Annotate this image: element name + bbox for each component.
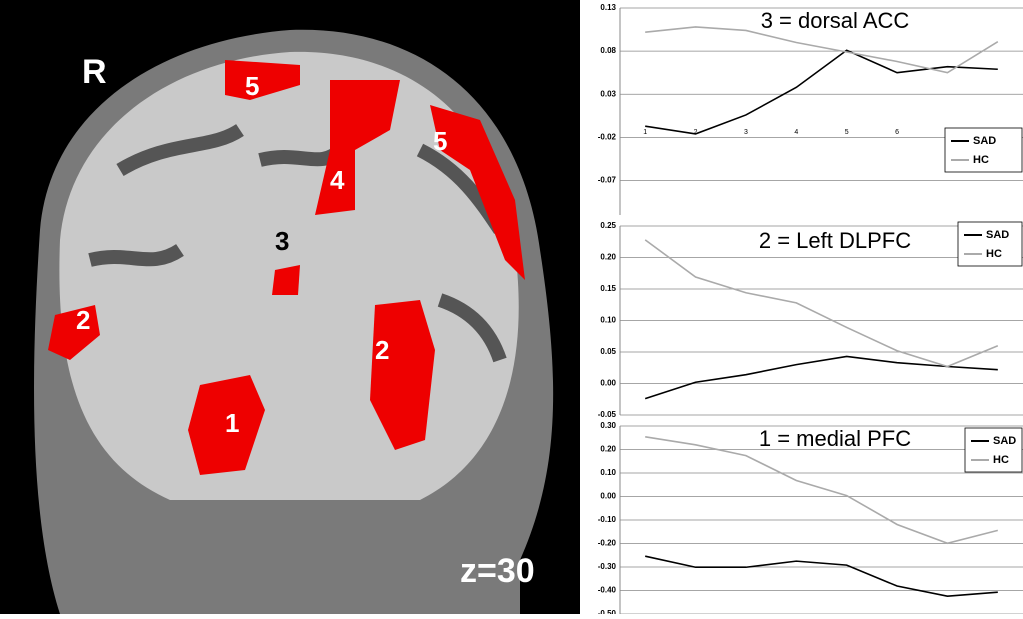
x-tick-label: 2 bbox=[694, 129, 698, 136]
legend-label: SAD bbox=[993, 435, 1016, 447]
y-tick-label: 0.05 bbox=[600, 347, 616, 356]
region-label: 5 bbox=[433, 126, 447, 156]
region-label: 3 bbox=[275, 226, 289, 256]
y-tick-label: -0.50 bbox=[598, 609, 617, 614]
slice-label: z=30 bbox=[460, 552, 535, 590]
legend-label: SAD bbox=[986, 229, 1009, 241]
x-tick-label: 1 bbox=[643, 129, 647, 136]
page: R 5 5 4 3 2 2 1 z=30 0.13 0.08 0.03 -0.02 -0… bbox=[0, 0, 1023, 614]
y-tick-label: 0.10 bbox=[600, 468, 616, 477]
y-tick-label: -0.02 bbox=[598, 132, 617, 141]
y-tick-label: 0.13 bbox=[600, 3, 616, 12]
y-tick-label: 0.00 bbox=[600, 492, 616, 501]
region-label: 2 bbox=[375, 335, 389, 365]
y-tick-label: 0.03 bbox=[600, 89, 616, 98]
brain-image: R 5 5 4 3 2 2 1 z=30 bbox=[0, 0, 580, 614]
chart-area bbox=[580, 0, 1023, 614]
y-tick-label: -0.40 bbox=[598, 586, 617, 595]
y-tick-label: -0.10 bbox=[598, 515, 617, 524]
y-tick-label: -0.30 bbox=[598, 562, 617, 571]
figure: R 5 5 4 3 2 2 1 z=30 0.13 0.08 0.03 -0.02 -0… bbox=[0, 0, 1023, 614]
y-tick-label: 0.20 bbox=[600, 253, 616, 262]
region-label: 5 bbox=[245, 71, 259, 101]
y-tick-label: 0.25 bbox=[600, 221, 616, 230]
y-tick-label: 0.00 bbox=[600, 379, 616, 388]
chart-title: 2 = Left DLPFC bbox=[759, 228, 911, 253]
legend-label: HC bbox=[993, 454, 1009, 466]
legend-label: SAD bbox=[973, 135, 996, 147]
chart-title: 1 = medial PFC bbox=[759, 426, 911, 451]
y-tick-label: 0.20 bbox=[600, 445, 616, 454]
y-tick-label: -0.05 bbox=[598, 410, 617, 419]
legend-label: HC bbox=[986, 248, 1002, 260]
x-tick-label: 5 bbox=[845, 129, 849, 136]
x-tick-label: 6 bbox=[895, 129, 899, 136]
region-label: 4 bbox=[330, 165, 345, 195]
legend-label: HC bbox=[973, 154, 989, 166]
y-tick-label: 0.08 bbox=[600, 46, 616, 55]
x-tick-label: 4 bbox=[794, 129, 798, 136]
y-tick-label: 0.30 bbox=[600, 421, 616, 430]
y-tick-label: -0.20 bbox=[598, 539, 617, 548]
side-label: R bbox=[82, 53, 107, 91]
region-label: 1 bbox=[225, 408, 239, 438]
chart-title: 3 = dorsal ACC bbox=[761, 8, 910, 33]
x-tick-label: 3 bbox=[744, 129, 748, 136]
y-tick-label: 0.15 bbox=[600, 284, 616, 293]
region-label: 2 bbox=[76, 305, 90, 335]
y-tick-label: -0.07 bbox=[598, 176, 617, 185]
y-tick-label: 0.10 bbox=[600, 316, 616, 325]
